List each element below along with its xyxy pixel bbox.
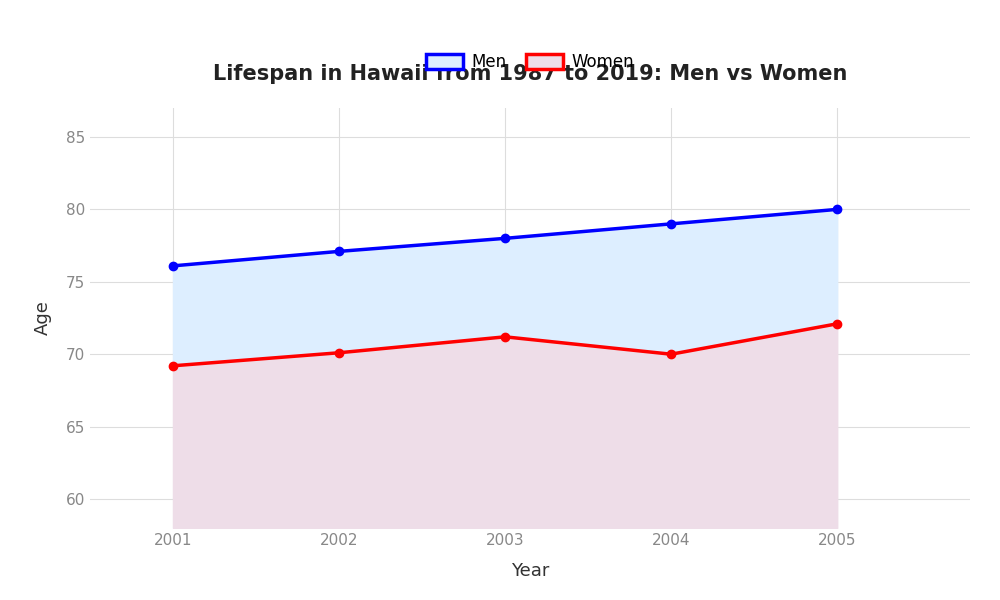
Legend: Men, Women: Men, Women [426, 53, 634, 71]
Y-axis label: Age: Age [34, 301, 52, 335]
X-axis label: Year: Year [511, 562, 549, 580]
Title: Lifespan in Hawaii from 1987 to 2019: Men vs Women: Lifespan in Hawaii from 1987 to 2019: Me… [213, 64, 847, 84]
